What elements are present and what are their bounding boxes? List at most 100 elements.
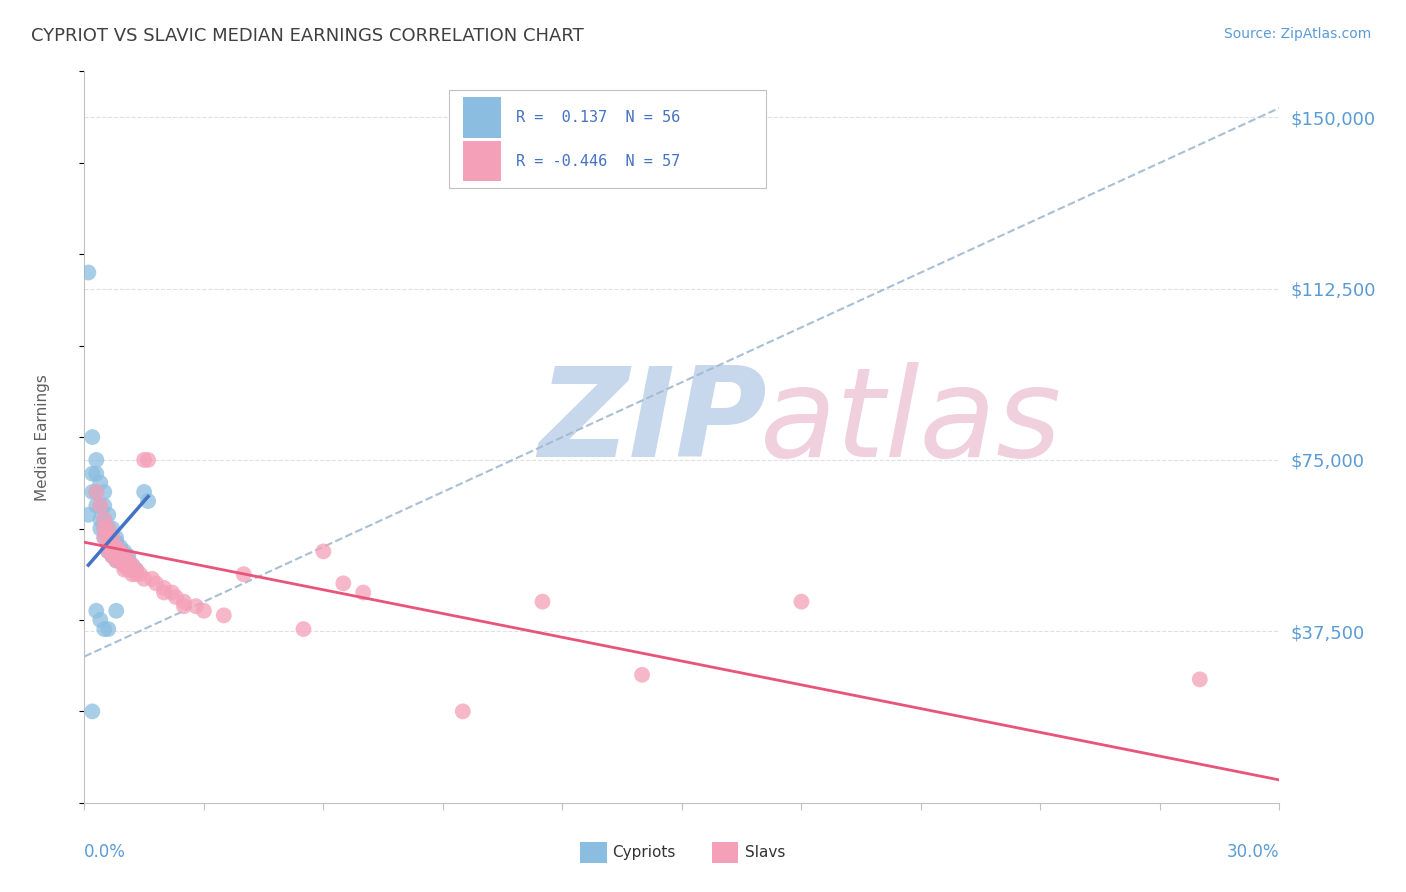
Point	[97, 544, 120, 558]
Point	[105, 535, 128, 549]
Point	[97, 622, 120, 636]
Point	[101, 544, 124, 558]
Point	[97, 521, 120, 535]
Point	[89, 613, 111, 627]
Point	[86, 484, 108, 499]
Point	[112, 549, 135, 563]
Point	[105, 540, 128, 554]
Point	[451, 705, 474, 719]
Text: ZIP: ZIP	[538, 362, 768, 483]
Text: 30.0%: 30.0%	[1227, 843, 1279, 861]
Point	[110, 544, 132, 558]
Point	[86, 604, 108, 618]
Point	[121, 563, 143, 577]
Point	[101, 521, 124, 535]
Point	[631, 667, 654, 681]
Point	[89, 499, 111, 513]
Point	[112, 553, 135, 567]
Point	[132, 453, 156, 467]
Point	[82, 705, 104, 719]
Point	[105, 531, 128, 545]
Point	[110, 553, 132, 567]
Point	[112, 558, 135, 573]
Point	[184, 599, 207, 614]
Point	[117, 563, 139, 577]
Point	[110, 549, 132, 563]
Point	[86, 499, 108, 513]
Point	[93, 622, 115, 636]
Point	[117, 549, 139, 563]
Point	[105, 553, 128, 567]
Point	[93, 531, 115, 545]
Point	[531, 594, 554, 608]
Point	[141, 572, 163, 586]
Point	[101, 531, 124, 545]
Point	[173, 599, 195, 614]
Point	[790, 594, 813, 608]
Point	[97, 544, 120, 558]
Point	[110, 549, 132, 563]
Point	[97, 540, 120, 554]
Point	[132, 484, 156, 499]
Point	[136, 453, 159, 467]
Point	[93, 531, 115, 545]
Point	[1188, 673, 1211, 687]
Text: Cypriots: Cypriots	[613, 845, 676, 860]
Point	[86, 453, 108, 467]
Point	[97, 521, 120, 535]
Point	[165, 590, 187, 604]
Point	[232, 567, 254, 582]
Text: 0.0%: 0.0%	[84, 843, 127, 861]
Point	[101, 540, 124, 554]
Point	[86, 467, 108, 481]
Point	[97, 531, 120, 545]
Point	[136, 494, 159, 508]
Point	[312, 544, 335, 558]
Bar	[463, 97, 502, 137]
Point	[117, 558, 139, 573]
Point	[132, 572, 156, 586]
Point	[101, 535, 124, 549]
Point	[97, 531, 120, 545]
Point	[105, 549, 128, 563]
Point	[101, 544, 124, 558]
Point	[112, 549, 135, 563]
Point	[105, 544, 128, 558]
Point	[112, 544, 135, 558]
Point	[105, 549, 128, 563]
Point	[125, 563, 148, 577]
Point	[105, 553, 128, 567]
Point	[121, 558, 143, 573]
Point	[212, 608, 235, 623]
Point	[125, 563, 148, 577]
Point	[101, 540, 124, 554]
Point	[153, 585, 176, 599]
Point	[292, 622, 315, 636]
Text: Slavs: Slavs	[745, 845, 786, 860]
Point	[82, 484, 104, 499]
Point	[93, 521, 115, 535]
Point	[117, 553, 139, 567]
Point	[110, 553, 132, 567]
Point	[173, 594, 195, 608]
Point	[82, 430, 104, 444]
Point	[93, 512, 115, 526]
FancyBboxPatch shape	[449, 90, 766, 188]
Point	[110, 540, 132, 554]
Point	[89, 499, 111, 513]
Point	[117, 558, 139, 573]
Point	[77, 508, 100, 522]
Point	[93, 521, 115, 535]
Point	[101, 549, 124, 563]
Point	[89, 512, 111, 526]
Point	[117, 553, 139, 567]
Bar	[711, 842, 738, 863]
Point	[193, 604, 215, 618]
Point	[105, 544, 128, 558]
Point	[89, 475, 111, 490]
Point	[153, 581, 176, 595]
Point	[112, 558, 135, 573]
Point	[82, 467, 104, 481]
Point	[93, 484, 115, 499]
Text: Source: ZipAtlas.com: Source: ZipAtlas.com	[1223, 27, 1371, 41]
